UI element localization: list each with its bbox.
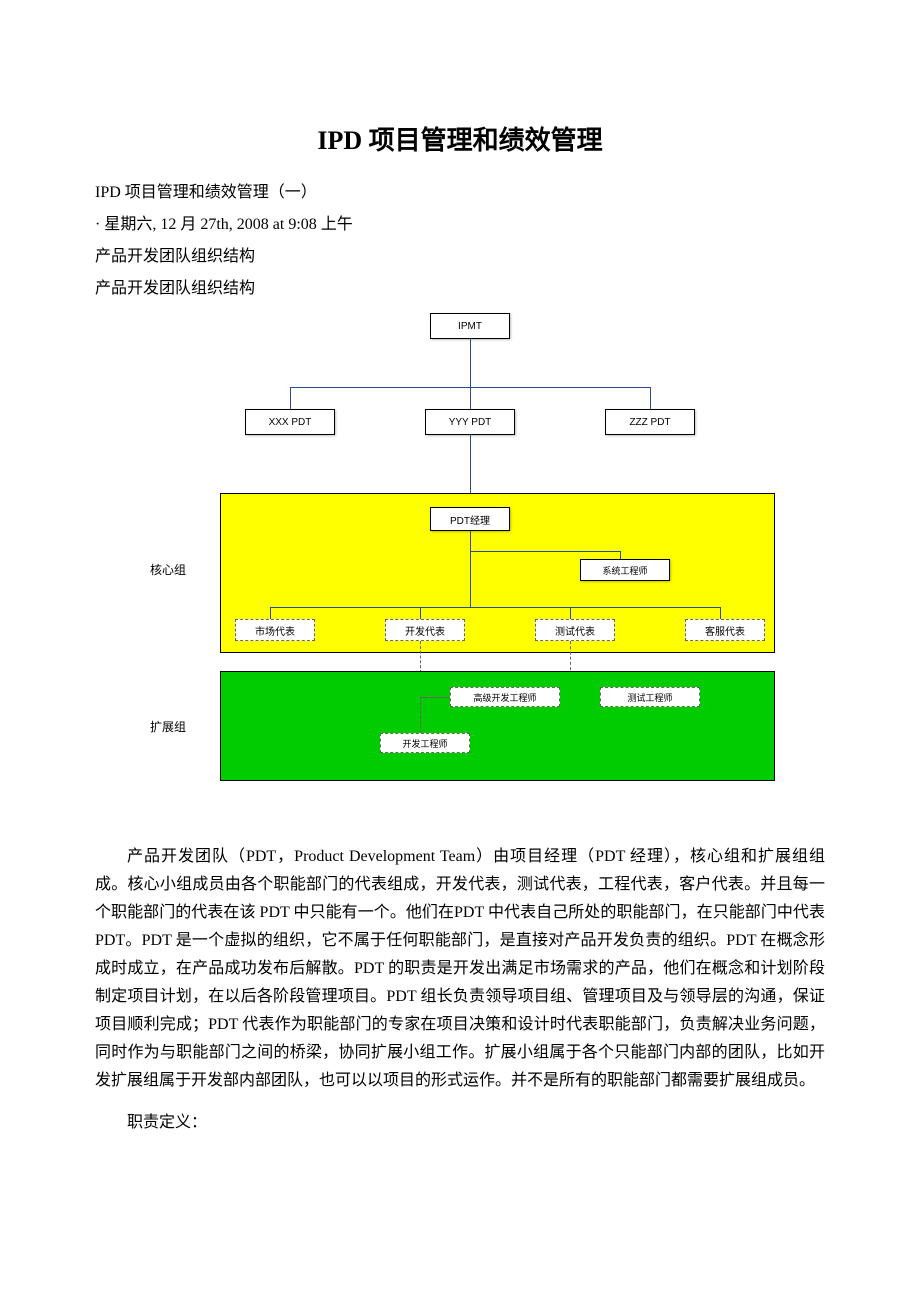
connector xyxy=(420,607,421,619)
connector xyxy=(270,607,271,619)
node-rep-market: 市场代表 xyxy=(235,619,315,641)
dateline: · 星期六, 12 月 27th, 2008 at 9:08 上午 xyxy=(95,209,825,241)
connector xyxy=(620,551,621,559)
connector xyxy=(570,607,571,619)
ext-zone-label: 扩展组 xyxy=(150,718,186,735)
node-sr-dev-eng: 高级开发工程师 xyxy=(450,687,560,707)
connector xyxy=(650,387,651,409)
node-pdt-x: XXX PDT xyxy=(245,409,335,435)
paragraph-2: 职责定义： xyxy=(95,1109,825,1137)
core-zone-label: 核心组 xyxy=(150,561,186,578)
node-dev-eng: 开发工程师 xyxy=(380,733,470,753)
subtitle: IPD 项目管理和绩效管理（一） xyxy=(95,177,825,209)
node-ipmt: IPMT xyxy=(430,313,510,339)
node-pdt-z: ZZZ PDT xyxy=(605,409,695,435)
connector xyxy=(290,387,291,409)
connector xyxy=(270,607,720,608)
node-rep-test: 测试代表 xyxy=(535,619,615,641)
connector xyxy=(720,607,721,619)
node-sys-eng: 系统工程师 xyxy=(580,559,670,581)
connector-dashed xyxy=(420,697,421,733)
paragraph-1: 产品开发团队（PDT，Product Development Team）由项目经… xyxy=(95,843,825,1095)
node-rep-dev: 开发代表 xyxy=(385,619,465,641)
org-diagram: www.bdocx.com IPMT XXX PDT YYY PDT ZZZ P… xyxy=(140,313,780,813)
node-rep-cust: 客服代表 xyxy=(685,619,765,641)
connector xyxy=(470,339,471,387)
section-heading-2: 产品开发团队组织结构 xyxy=(95,273,825,305)
connector xyxy=(470,387,471,409)
node-pdt-y: YYY PDT xyxy=(425,409,515,435)
section-heading-1: 产品开发团队组织结构 xyxy=(95,241,825,273)
connector xyxy=(470,531,471,607)
page-title: IPD 项目管理和绩效管理 xyxy=(95,120,825,157)
connector xyxy=(470,551,620,552)
node-pdt-mgr: PDT经理 xyxy=(430,507,510,531)
node-test-eng: 测试工程师 xyxy=(600,687,700,707)
